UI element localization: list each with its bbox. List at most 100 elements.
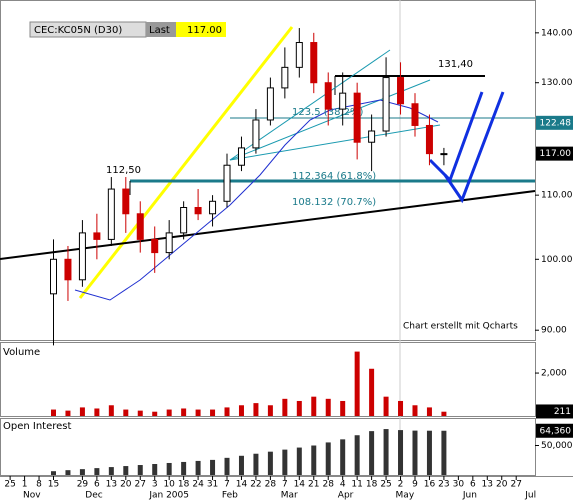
candle-body — [107, 188, 115, 240]
candle-body — [93, 232, 101, 240]
month-label: Nov — [23, 491, 41, 501]
y-tick-label: 2,000 — [541, 369, 567, 379]
candle-body — [368, 130, 376, 143]
value-box-label: 117.00 — [540, 149, 572, 159]
bar — [166, 409, 172, 416]
bar — [238, 455, 244, 475]
bar — [412, 405, 418, 416]
value-box-label: 122.48 — [540, 118, 572, 128]
bar — [412, 430, 418, 475]
x-tick-label: 16 — [424, 480, 436, 490]
candle-body — [382, 77, 390, 132]
annotation: 112.364 (61.8%) — [292, 171, 376, 182]
x-tick-label: 2 — [398, 480, 404, 490]
bar — [426, 407, 432, 416]
y-tick-label: 100.00 — [541, 255, 573, 265]
x-tick-label: 28 — [265, 480, 277, 490]
y-tick-label: 110.00 — [541, 191, 573, 201]
bar — [79, 469, 85, 475]
month-label: Apr — [338, 491, 354, 501]
x-tick-label: 9 — [412, 480, 418, 490]
panel-title: Volume — [3, 347, 40, 358]
x-tick-label: 3 — [152, 480, 158, 490]
bar — [65, 470, 71, 475]
candle-body — [237, 147, 245, 166]
x-tick-label: 25 — [380, 480, 391, 490]
candle-body — [266, 87, 274, 121]
candle-body — [252, 119, 260, 149]
bar — [311, 396, 317, 416]
candle-body — [223, 164, 231, 202]
bar — [108, 405, 114, 416]
bar — [181, 408, 187, 416]
candle-body — [64, 258, 72, 281]
x-tick-label: 27 — [510, 480, 521, 490]
x-tick-label: 10 — [163, 480, 175, 490]
bar — [340, 439, 346, 475]
x-tick-label: 29 — [77, 480, 89, 490]
credit: Chart erstellt mit Qcharts — [403, 322, 518, 332]
bar — [253, 453, 259, 475]
x-tick-label: 7 — [282, 480, 288, 490]
bar — [123, 409, 129, 416]
bar — [354, 351, 360, 416]
bar — [296, 447, 302, 475]
x-tick-label: 25 — [4, 480, 15, 490]
candle-body — [151, 238, 159, 254]
month-label: Mar — [281, 491, 298, 501]
bar — [94, 408, 100, 416]
candle-body — [122, 188, 130, 215]
bar — [325, 398, 331, 416]
y-tick-label: 50,000 — [541, 441, 573, 451]
bar — [354, 435, 360, 475]
x-tick-label: 6 — [94, 480, 100, 490]
candle-body — [281, 66, 289, 89]
candle-body — [425, 124, 433, 155]
last-value: 117.00 — [187, 25, 222, 36]
bar — [296, 400, 302, 416]
frames — [0, 0, 573, 477]
x-tick-label: 20 — [496, 480, 508, 490]
x-tick-label: 30 — [453, 480, 465, 490]
bar — [267, 451, 273, 475]
x-tick-label: 13 — [106, 480, 117, 490]
x-tick-label: 8 — [36, 480, 42, 490]
bar — [383, 429, 389, 475]
value-box-label: 211 — [554, 407, 571, 417]
x-tick-label: 28 — [323, 480, 335, 490]
x-tick-label: 15 — [48, 480, 59, 490]
bar — [311, 445, 317, 475]
x-tick-label: 4 — [340, 480, 346, 490]
bar — [369, 368, 375, 416]
bar — [210, 459, 216, 475]
candle-body — [310, 42, 318, 84]
x-tick-label: 18 — [366, 480, 378, 490]
month-label: Dec — [85, 491, 102, 501]
bar — [51, 471, 56, 475]
x-tick-label: 31 — [207, 480, 218, 490]
candle-body — [411, 103, 419, 126]
bar — [383, 396, 389, 416]
candle-body — [295, 42, 303, 68]
bar — [166, 462, 172, 475]
bar — [152, 464, 158, 475]
bar — [195, 460, 201, 475]
bar — [340, 400, 346, 416]
bar — [65, 410, 71, 416]
month-label: Jan 2005 — [148, 491, 189, 501]
x-tick-label: 13 — [482, 480, 493, 490]
bar — [79, 407, 85, 416]
bar — [441, 430, 447, 475]
annotation: 108.132 (70.7%) — [292, 197, 376, 208]
month-label: Jul — [524, 491, 536, 501]
last-label-box — [146, 22, 176, 37]
bar — [224, 457, 230, 475]
last-value-box — [176, 22, 226, 37]
candle-body — [440, 153, 448, 156]
annotation: 112,50 — [106, 165, 141, 176]
bar — [123, 466, 129, 475]
bar — [195, 409, 201, 416]
bar — [282, 449, 288, 475]
bar — [152, 411, 158, 416]
candle-body — [324, 82, 332, 110]
